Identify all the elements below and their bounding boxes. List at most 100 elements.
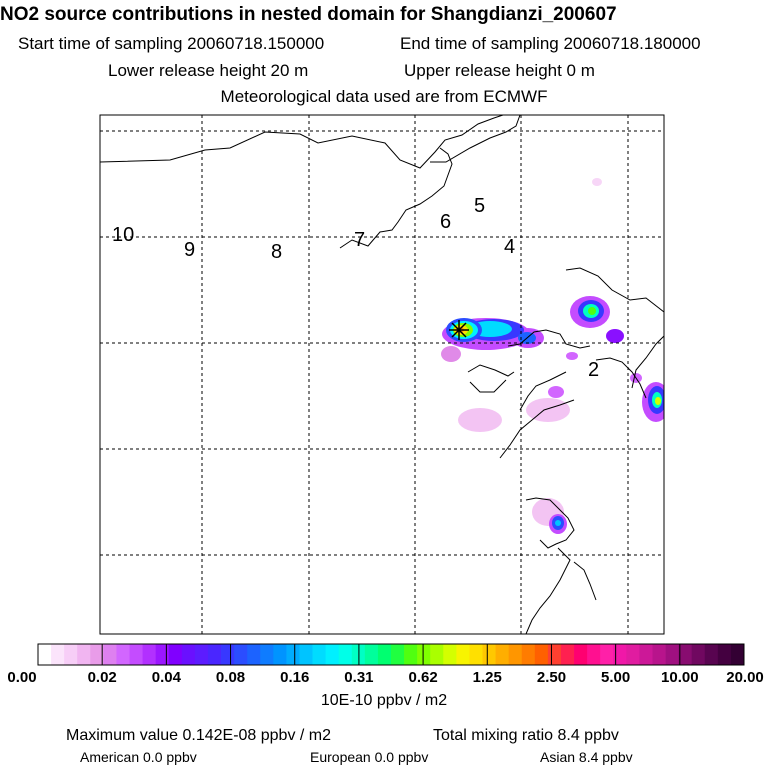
colorbar-swatch [417,644,431,665]
colorbar-swatch [430,644,444,665]
colorbar-swatch [155,644,170,665]
chart-title: NO2 source contributions in nested domai… [0,4,617,25]
colorbar-swatch [547,644,562,665]
colorbar-swatch [704,644,719,665]
colorbar-swatch [260,644,274,665]
colorbar-swatch [247,644,261,665]
plume-faint [458,408,502,432]
colorbar-swatch [560,644,575,665]
colorbar-swatch [665,644,680,665]
colorbar-swatch [717,644,732,665]
colorbar-tick-label: 0.08 [215,669,246,686]
plume-faint [441,346,461,362]
colorbar-swatch [469,644,483,665]
contour-labels: 10 9 8 7 6 5 4 2 [112,195,599,381]
colorbar-swatch [391,644,405,665]
colorbar-swatch [377,644,392,665]
colorbar-swatch [613,644,627,665]
colorbar-swatch [534,644,549,665]
colorbar-swatch [691,644,706,665]
receptor-star-marker [449,320,469,340]
upper-release-label: Upper release height 0 m [404,61,595,80]
asian-contribution: Asian 8.4 ppbv [540,749,633,765]
colorbar-swatch [521,644,536,665]
end-time-label: End time of sampling 20060718.180000 [400,34,701,53]
contour-label: 10 [112,224,134,246]
colorbar-swatch [587,644,601,665]
plume-faint [592,178,602,186]
plume-inner [588,307,596,315]
colorbar-swatch [508,644,523,665]
coastline [100,115,664,634]
colorbar-swatch [286,644,300,665]
colorbar-swatch [90,644,104,665]
colorbar-tick-label: 10.00 [661,669,699,686]
plume-faint [526,398,570,422]
colorbar-swatch [38,644,52,665]
contour-label: 5 [474,195,485,217]
max-value-label: Maximum value 0.142E-08 ppbv / m2 [66,727,332,744]
colorbar-tick-label: 0.02 [87,669,117,686]
colorbar [37,643,745,666]
colorbar-swatch [234,644,248,665]
colorbar-swatch [600,644,614,665]
map-frame [99,114,665,635]
colorbar-swatch [325,644,340,665]
colorbar-swatch [443,644,457,665]
colorbar-swatch [103,644,117,665]
colorbar-tick-label: 0.04 [151,669,181,686]
colorbar-tick-label: 0.00 [7,669,37,686]
contour-label: 2 [588,359,599,381]
colorbar-swatch [639,644,653,665]
contour-label: 4 [504,236,515,258]
colorbar-swatch [364,644,379,665]
colorbar-tick-label: 1.25 [472,669,502,686]
colorbar-swatch [77,644,91,665]
colorbar-swatch [129,644,143,665]
lat-lon-grid [100,115,664,634]
colorbar-frame [37,643,745,666]
colorbar-swatch [168,644,183,665]
colorbar-swatch [207,644,222,665]
plume-inner [555,520,561,526]
colorbar-swatch [194,644,209,665]
plume-outer [606,329,624,343]
colorbar-tick-label: 5.00 [601,669,631,686]
start-time-label: Start time of sampling 20060718.150000 [18,34,325,53]
colorbar-swatch [404,644,418,665]
plume-faint [548,386,564,398]
american-contribution: American 0.0 ppbv [80,749,197,765]
plume-inner [655,397,661,405]
colorbar-swatch [626,644,640,665]
colorbar-swatch [730,644,745,665]
colorbar-swatch [338,644,353,665]
lower-release-label: Lower release height 20 m [108,61,309,80]
colorbar-tick-label: 20.00 [726,669,764,686]
colorbar-swatch [495,644,510,665]
colorbar-swatch [678,644,693,665]
colorbar-swatch [116,644,130,665]
colorbar-swatch [273,644,287,665]
colorbar-swatch [312,644,327,665]
map-area: 10 9 8 7 6 5 4 2 [100,115,664,634]
colorbar-swatch [574,644,588,665]
colorbar-tick-label: 2.50 [536,669,567,686]
concentration-plumes [441,178,664,534]
met-data-label: Meteorological data used are from ECMWF [220,87,548,106]
contour-label: 7 [354,229,365,251]
colorbar-swatch [181,644,196,665]
total-mixing-label: Total mixing ratio 8.4 ppbv [433,727,619,744]
colorbar-swatch [299,644,313,665]
european-contribution: European 0.0 ppbv [310,749,429,765]
contour-label: 9 [184,239,195,261]
contour-label: 6 [440,211,451,233]
colorbar-tick-label: 0.16 [280,669,310,686]
colorbar-swatch [221,644,235,665]
colorbar-swatch [652,644,666,665]
colorbar-tick-label: 0.62 [408,669,438,686]
colorbar-swatch [482,644,496,665]
colorbar-swatch [142,644,157,665]
plume-faint [566,352,578,360]
colorbar-tick-label: 0.31 [344,669,374,686]
